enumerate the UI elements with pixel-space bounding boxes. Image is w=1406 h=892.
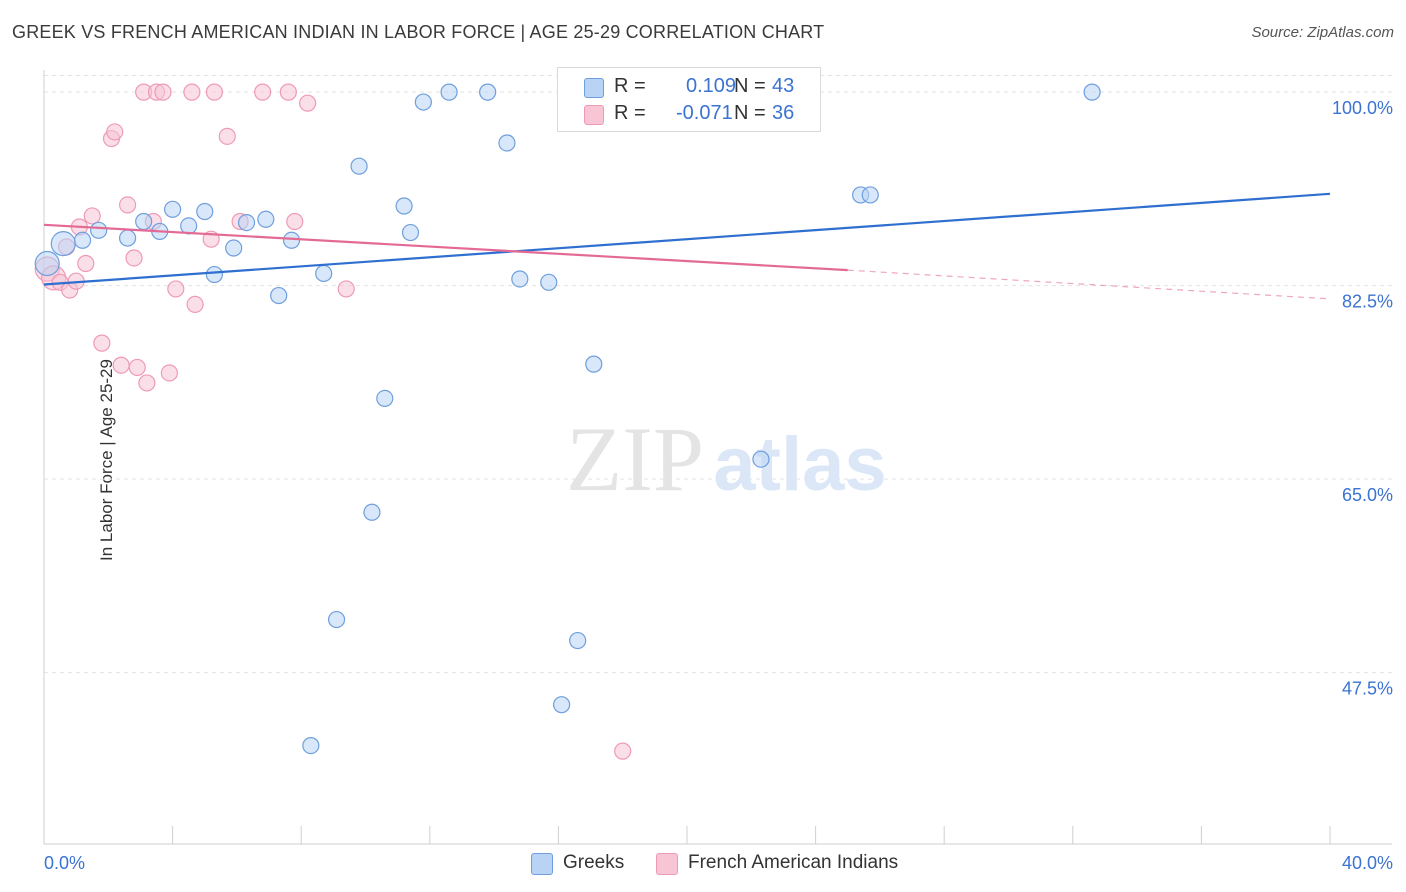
french-r-label: R =: [614, 102, 646, 124]
point-greeks-19: [350, 157, 368, 175]
point-greeks-16: [302, 736, 320, 755]
point-greeks-22: [395, 197, 413, 215]
point-greeks-5: [135, 212, 153, 231]
point-french-20: [154, 83, 172, 101]
point-greeks-18: [327, 610, 346, 629]
point-greeks-11: [225, 239, 243, 257]
point-greeks-21: [376, 389, 394, 407]
point-greeks-4: [118, 229, 137, 247]
point-french-26: [205, 83, 223, 101]
y-tick-label-3: 100.0%: [1332, 98, 1393, 118]
point-french-24: [186, 295, 204, 314]
french-n-label: N =: [734, 102, 766, 124]
correlation-legend: R = 0.109 N = 43 R = -0.071 N = 36: [557, 67, 821, 132]
point-french-34: [614, 742, 632, 760]
point-french-33: [337, 280, 355, 298]
greeks-n-label: N =: [734, 75, 766, 97]
point-greeks-24: [414, 93, 432, 111]
point-greeks-20: [363, 503, 381, 521]
y-tick-label-1: 65.0%: [1342, 485, 1393, 505]
french-swatch: [584, 105, 604, 125]
point-greeks-27: [498, 134, 516, 152]
point-french-12: [112, 356, 130, 374]
french-r-value: -0.071: [676, 102, 733, 124]
source-label: Source: ZipAtlas.com: [1251, 24, 1394, 41]
point-greeks-32: [585, 355, 603, 373]
point-greeks-14: [270, 286, 288, 305]
french-legend-swatch: [656, 853, 678, 875]
point-greeks-15: [282, 231, 301, 249]
trend-line-french: [43, 223, 848, 272]
point-greeks-0: [34, 250, 60, 277]
point-greeks-39: [1083, 83, 1101, 101]
chart-title: GREEK VS FRENCH AMERICAN INDIAN IN LABOR…: [12, 22, 825, 42]
x-tick-label-0: 0.0%: [44, 853, 85, 873]
point-greeks-38: [861, 186, 879, 204]
point-greeks-7: [164, 200, 182, 218]
point-french-31: [286, 212, 304, 231]
greeks-legend-label: Greeks: [563, 852, 625, 873]
point-french-21: [160, 364, 178, 382]
point-greeks-9: [196, 202, 214, 221]
point-greeks-36: [752, 450, 770, 468]
trend-lines: [43, 192, 1331, 300]
point-greeks-8: [180, 217, 198, 235]
point-greeks-3: [90, 221, 108, 239]
point-french-13: [118, 196, 137, 214]
point-french-11: [106, 123, 124, 141]
greeks-legend-swatch: [531, 853, 553, 875]
point-french-9: [93, 334, 111, 352]
point-greeks-23: [401, 223, 420, 242]
greeks-r-label: R =: [614, 75, 646, 97]
greeks-r-value: 0.109: [686, 75, 737, 97]
greeks-swatch: [584, 78, 604, 98]
point-french-15: [128, 358, 146, 377]
point-french-30: [279, 83, 297, 101]
watermark-zip: ZIP: [566, 408, 704, 510]
greeks-n-value: 43: [772, 75, 795, 97]
point-greeks-30: [553, 696, 571, 714]
point-greeks-29: [540, 273, 558, 291]
point-greeks-10: [205, 265, 223, 284]
point-greeks-25: [440, 83, 458, 101]
point-french-17: [138, 374, 156, 392]
point-greeks-13: [257, 210, 275, 228]
point-french-29: [254, 83, 272, 101]
french-legend-label: French American Indians: [688, 852, 899, 873]
x-tick-label-1: 40.0%: [1342, 853, 1393, 873]
point-greeks-12: [237, 213, 256, 232]
tick-labels: 47.5% 65.0% 82.5% 100.0% 0.0% 40.0%: [44, 98, 1393, 873]
point-french-23: [183, 83, 201, 101]
point-french-8: [83, 207, 101, 225]
french-n-value: 36: [772, 102, 795, 124]
trend-line-greeks: [43, 192, 1331, 286]
point-greeks-1: [50, 230, 76, 257]
y-tick-label-2: 82.5%: [1342, 292, 1393, 312]
point-greeks-17: [315, 264, 333, 283]
point-french-14: [125, 249, 143, 267]
point-french-27: [218, 127, 236, 145]
y-tick-label-0: 47.5%: [1342, 679, 1393, 699]
watermark-atlas: atlas: [713, 422, 886, 507]
point-french-22: [167, 280, 185, 298]
watermark: ZIP atlas: [566, 408, 887, 510]
axes: [43, 70, 1392, 845]
point-greeks-26: [479, 83, 497, 101]
point-french-32: [299, 94, 317, 112]
trend-line-french-dashed: [847, 269, 1331, 300]
point-greeks-28: [511, 270, 529, 288]
gridlines: [44, 75, 1392, 674]
point-french-7: [77, 254, 95, 273]
point-greeks-31: [569, 631, 587, 650]
point-greeks-2: [73, 231, 92, 249]
